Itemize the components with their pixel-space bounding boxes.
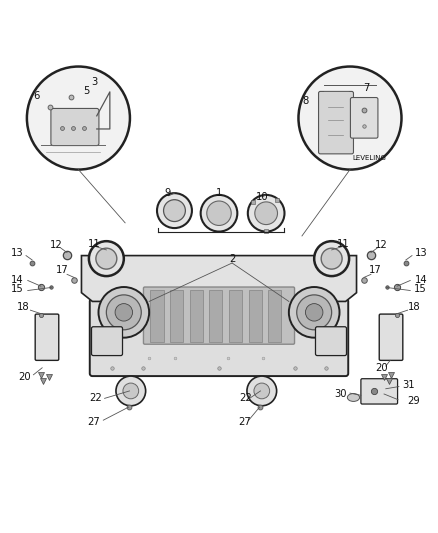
Circle shape <box>321 248 342 269</box>
Circle shape <box>106 295 141 330</box>
Circle shape <box>157 193 192 228</box>
Text: 11: 11 <box>337 239 350 249</box>
Text: 31: 31 <box>403 380 415 390</box>
Bar <box>229 289 242 342</box>
FancyBboxPatch shape <box>92 327 123 356</box>
Circle shape <box>163 200 185 222</box>
Circle shape <box>99 287 149 338</box>
Circle shape <box>116 376 146 406</box>
Bar <box>170 289 183 342</box>
Circle shape <box>27 67 130 169</box>
Bar <box>209 289 223 342</box>
FancyBboxPatch shape <box>318 92 353 154</box>
Circle shape <box>247 376 277 406</box>
Bar <box>190 289 203 342</box>
Circle shape <box>123 383 139 399</box>
Bar <box>150 289 163 342</box>
Text: 17: 17 <box>57 265 69 275</box>
Ellipse shape <box>347 393 360 401</box>
Text: 20: 20 <box>375 363 388 373</box>
Text: 8: 8 <box>302 95 309 106</box>
Text: 15: 15 <box>414 284 427 294</box>
Text: 3: 3 <box>92 77 98 87</box>
Text: 12: 12 <box>375 240 388 249</box>
FancyBboxPatch shape <box>90 299 348 376</box>
FancyBboxPatch shape <box>361 379 398 404</box>
Text: 18: 18 <box>408 302 421 312</box>
Text: 2: 2 <box>229 254 235 264</box>
Circle shape <box>248 195 285 231</box>
Text: 13: 13 <box>414 248 427 259</box>
Circle shape <box>89 241 124 276</box>
Text: 17: 17 <box>369 265 381 275</box>
Text: 27: 27 <box>238 417 251 427</box>
Text: 30: 30 <box>334 389 346 399</box>
Text: 7: 7 <box>364 83 370 93</box>
Text: 12: 12 <box>50 240 63 249</box>
Text: 15: 15 <box>11 284 24 294</box>
Text: 27: 27 <box>87 417 99 427</box>
Circle shape <box>305 304 323 321</box>
Circle shape <box>207 201 231 225</box>
Text: 9: 9 <box>164 188 171 198</box>
FancyBboxPatch shape <box>379 314 403 360</box>
FancyBboxPatch shape <box>51 108 99 146</box>
Circle shape <box>96 248 117 269</box>
Text: 11: 11 <box>88 239 101 249</box>
Circle shape <box>255 202 278 224</box>
Text: 1: 1 <box>216 188 222 198</box>
Text: 6: 6 <box>33 91 40 101</box>
Text: 22: 22 <box>240 393 252 403</box>
FancyBboxPatch shape <box>350 98 378 138</box>
FancyBboxPatch shape <box>144 287 294 344</box>
Text: 20: 20 <box>18 372 31 382</box>
Circle shape <box>298 67 402 169</box>
Text: 18: 18 <box>17 302 30 312</box>
Circle shape <box>201 195 237 231</box>
Text: 10: 10 <box>255 192 268 201</box>
Circle shape <box>289 287 339 338</box>
Polygon shape <box>81 256 357 302</box>
Text: LEVELING: LEVELING <box>353 155 387 161</box>
Circle shape <box>254 383 270 399</box>
Text: 14: 14 <box>11 274 24 285</box>
FancyBboxPatch shape <box>35 314 59 360</box>
Circle shape <box>297 295 332 330</box>
Text: 5: 5 <box>83 86 89 96</box>
FancyBboxPatch shape <box>315 327 346 356</box>
Text: 14: 14 <box>414 274 427 285</box>
Circle shape <box>115 304 133 321</box>
Bar <box>249 289 262 342</box>
Text: 13: 13 <box>11 248 24 259</box>
Circle shape <box>314 241 349 276</box>
Text: 29: 29 <box>407 396 420 406</box>
Bar <box>268 289 282 342</box>
Text: 22: 22 <box>89 393 102 403</box>
